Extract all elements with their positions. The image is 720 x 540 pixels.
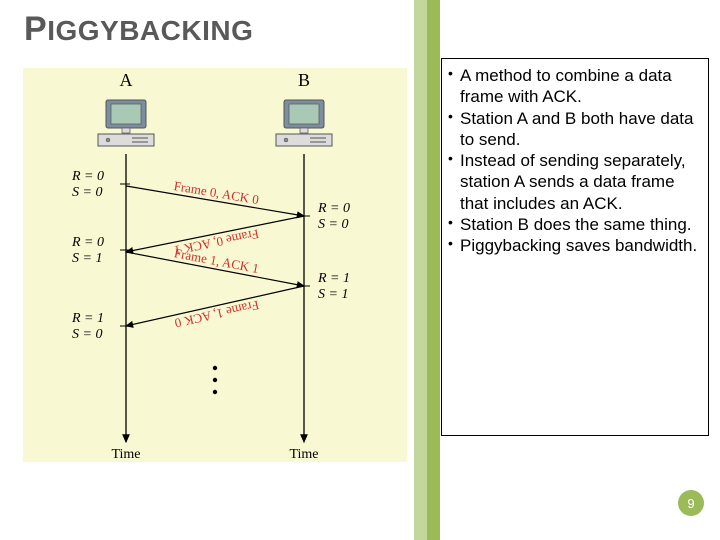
explanation-item: A method to combine a data frame with AC… [446, 65, 700, 108]
svg-text:S = 0: S = 0 [72, 327, 102, 342]
explanation-list: A method to combine a data frame with AC… [446, 65, 700, 256]
svg-text:Time: Time [111, 447, 140, 462]
svg-text:S = 0: S = 0 [318, 217, 348, 232]
title-first-letter: P [24, 10, 47, 48]
svg-text:S = 0: S = 0 [72, 185, 102, 200]
slide-number-text: 9 [687, 496, 694, 511]
svg-text:R = 0: R = 0 [71, 169, 104, 184]
svg-text:R = 0: R = 0 [317, 201, 350, 216]
slide-number-badge: 9 [678, 490, 704, 516]
explanation-item: Station A and B both have data to send. [446, 108, 700, 151]
explanation-item: Station B does the same thing. [446, 214, 700, 235]
svg-text:S = 1: S = 1 [318, 287, 348, 302]
stripe-light [414, 0, 427, 540]
decorative-stripes [414, 0, 440, 540]
explanation-box: A method to combine a data frame with AC… [441, 58, 709, 436]
svg-text:A: A [120, 70, 133, 90]
stripe-dark [427, 0, 440, 540]
slide-title: PIGGYBACKING [24, 10, 253, 49]
svg-text:Time: Time [289, 447, 318, 462]
title-rest: IGGYBACKING [47, 15, 253, 46]
explanation-item: Instead of sending separately, station A… [446, 150, 700, 214]
svg-text:B: B [298, 70, 310, 90]
svg-text:R = 0: R = 0 [71, 235, 104, 250]
svg-text:R = 1: R = 1 [317, 271, 350, 286]
svg-text:R = 1: R = 1 [71, 311, 104, 326]
svg-text:S = 1: S = 1 [72, 251, 102, 266]
piggybacking-diagram: ABTimeTimeR = 0S = 0R = 0S = 1R = 1S = 0… [23, 68, 407, 462]
explanation-item: Piggybacking saves bandwidth. [446, 235, 700, 256]
